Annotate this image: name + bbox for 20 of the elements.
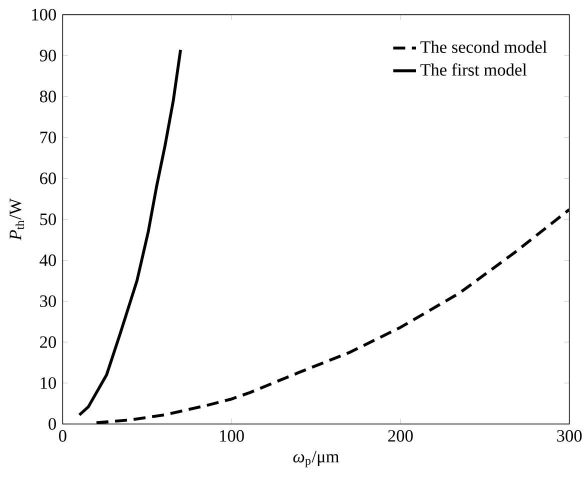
y-tick-label: 100: [32, 8, 56, 21]
y-axis-title: P$_{th}$/W: [10, 198, 24, 240]
y-tick-label: 10: [40, 377, 56, 389]
y-tick-label: 70: [40, 132, 56, 144]
y-tick-label: 20: [40, 336, 56, 348]
x-axis-title: ω$_{p}$/μm: [293, 450, 340, 468]
y-tick-label: 50: [40, 213, 56, 226]
y-tick-label: 0: [48, 418, 56, 430]
y-tick-label: 80: [40, 90, 56, 102]
x-tick-label: 300: [557, 430, 582, 442]
y-tick-label: 30: [40, 295, 56, 308]
x-tick-label: 200: [388, 430, 413, 442]
legend-label: The first model: [420, 63, 527, 76]
legend-label: The second model: [420, 40, 547, 53]
y-tick-label: 60: [40, 172, 56, 184]
line-series: [78, 48, 182, 416]
y-tick-label: 40: [40, 254, 56, 266]
x-tick-label: 0: [59, 430, 66, 442]
x-tick-label: 100: [220, 430, 244, 442]
y-tick-label: 90: [40, 50, 56, 62]
